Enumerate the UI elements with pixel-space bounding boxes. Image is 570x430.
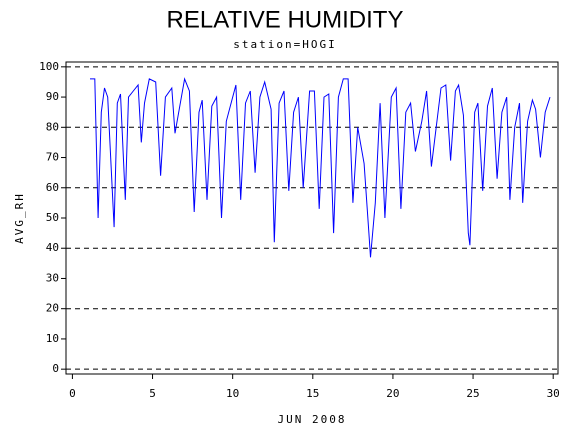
x-tick-label: 0 xyxy=(69,387,76,400)
y-tick-label: 30 xyxy=(46,271,59,284)
y-tick-label: 100 xyxy=(39,60,59,73)
chart-title: RELATIVE HUMIDITY xyxy=(167,6,404,33)
x-tick-label: 25 xyxy=(466,387,479,400)
x-tick-label: 15 xyxy=(306,387,319,400)
y-tick-label: 60 xyxy=(46,181,59,194)
y-tick-label: 70 xyxy=(46,151,59,164)
x-tick-label: 30 xyxy=(547,387,560,400)
x-axis-label: JUN 2008 xyxy=(278,413,347,426)
y-tick-label: 20 xyxy=(46,302,59,315)
y-tick-label: 40 xyxy=(46,241,59,254)
y-tick-label: 0 xyxy=(52,362,59,375)
y-tick-label: 50 xyxy=(46,211,59,224)
y-tick-label: 10 xyxy=(46,332,59,345)
chart-subtitle: station=HOGI xyxy=(233,38,336,51)
x-tick-label: 10 xyxy=(226,387,239,400)
x-tick-label: 5 xyxy=(149,387,156,400)
y-axis-label: AVG_RH xyxy=(13,192,26,244)
y-tick-label: 80 xyxy=(46,120,59,133)
data-line xyxy=(90,77,551,258)
x-tick-label: 20 xyxy=(386,387,399,400)
y-tick-label: 90 xyxy=(46,90,59,103)
